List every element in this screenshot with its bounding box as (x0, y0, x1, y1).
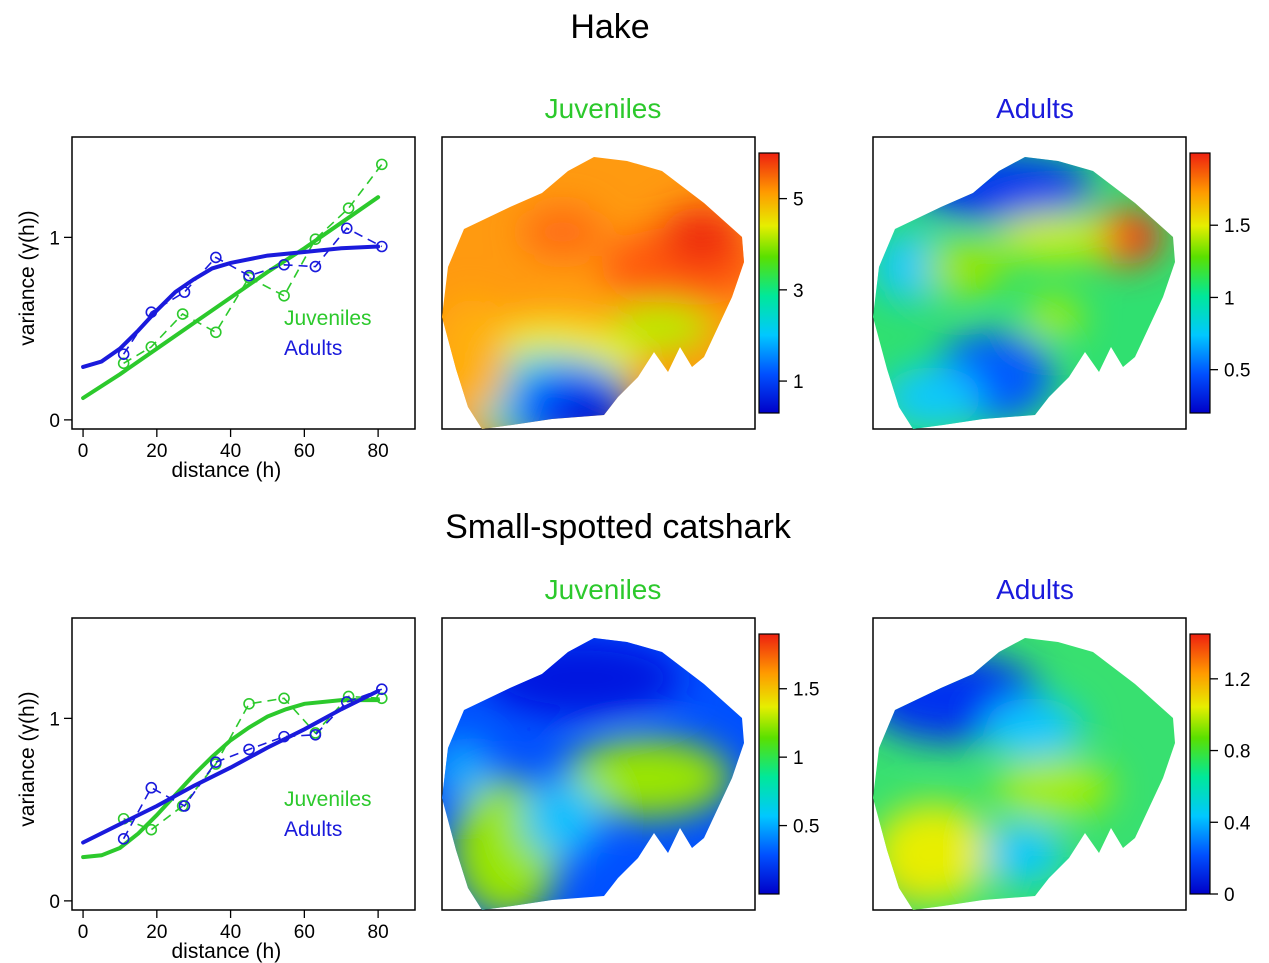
row-title-catshark: Small-spotted catshark (445, 508, 792, 546)
colorbar (1189, 152, 1211, 414)
x-tick-label: 20 (146, 922, 167, 943)
x-tick-label: 60 (294, 922, 315, 943)
empirical-point (376, 683, 388, 695)
colorbar-tick-label: 0.8 (1224, 742, 1250, 763)
y-axis-label: variance (γ(h)) (16, 210, 39, 345)
colorbar-tick-label: 1.5 (1224, 216, 1250, 237)
colorbar-tick-label: 1.5 (793, 680, 819, 701)
y-axis-label: variance (γ(h)) (16, 691, 39, 826)
empirical-point (210, 326, 222, 339)
empirical-point (145, 341, 158, 353)
empirical-point (278, 258, 290, 271)
empirical-line-adults (122, 227, 383, 355)
colorbar-tick-label: 1.2 (1224, 670, 1250, 691)
empirical-point (117, 833, 130, 845)
legend-adults: Adults (284, 818, 342, 841)
model-line-adults (81, 244, 381, 369)
empirical-point (145, 823, 158, 836)
empirical-point (178, 800, 191, 812)
map-hake-juveniles: Juveniles (441, 93, 804, 430)
empirical-point (145, 306, 158, 319)
x-tick-label: 80 (368, 441, 389, 462)
empirical-point (278, 289, 290, 302)
colorbar-tick-label: 0.5 (1224, 361, 1250, 382)
model-line-adults (81, 689, 381, 845)
empirical-point (340, 696, 353, 708)
empirical-point (210, 251, 222, 264)
colorbar-tick-label: 3 (793, 281, 804, 302)
map-title-hake-juveniles: Juveniles (545, 93, 662, 124)
variogram-catshark: 0 20 40 60 80 0 1 distance (h) variance (γ(h)) Ju… (16, 617, 416, 963)
model-line-juveniles (81, 195, 381, 400)
variogram-hake: 0 20 40 60 80 0 1 distance (h) variance (γ(h)) Ju… (16, 136, 416, 482)
colorbar-ticks: 1.5 1 0.5 (1210, 216, 1250, 382)
map-catshark-adults: Adults 1.2 0.8 0.4 0 (872, 574, 1251, 911)
empirical-line-juveniles (123, 163, 383, 364)
empirical-point (117, 348, 130, 360)
colorbar-tick-label: 0.5 (793, 817, 819, 838)
map-title-catshark-adults: Adults (996, 574, 1074, 605)
x-axis-label: distance (h) (171, 940, 281, 963)
colorbar-tick-label: 1 (793, 372, 804, 393)
map-hake-adults: Adults 1.5 1 (872, 93, 1250, 430)
empirical-point (309, 728, 322, 741)
empirical-point (210, 756, 222, 768)
x-tick-label: 40 (220, 441, 241, 462)
row-title-hake: Hake (570, 8, 649, 46)
row-catshark: Small-spotted catshark 0 20 40 60 80 0 1 distan… (16, 508, 1251, 963)
empirical-point (145, 781, 158, 794)
map-surface (442, 638, 744, 910)
colorbar (758, 152, 780, 414)
empirical-point (278, 692, 290, 705)
empirical-point (342, 202, 355, 214)
x-tick-label: 0 (78, 441, 89, 462)
empirical-point (243, 743, 255, 756)
empirical-point (117, 357, 130, 370)
map-title-hake-adults: Adults (996, 93, 1074, 124)
legend-juveniles: Juveniles (284, 307, 372, 330)
y-tick-label: 0 (49, 411, 60, 432)
empirical-point (309, 233, 322, 245)
colorbar-tick-label: 0.4 (1224, 813, 1251, 834)
row-hake: Hake 0 20 40 60 80 0 1 distance (h) variance (γ(… (16, 8, 1250, 482)
colorbar-ticks: 1.2 0.8 0.4 0 (1210, 670, 1251, 906)
plot-frame (71, 136, 416, 430)
y-tick-label: 1 (49, 228, 60, 249)
colorbar (758, 633, 780, 895)
map-title-catshark-juveniles: Juveniles (545, 574, 662, 605)
empirical-point (178, 286, 191, 298)
empirical-point (309, 260, 322, 273)
colorbar-ticks: 5 3 1 (779, 190, 804, 393)
empirical-point (243, 697, 255, 710)
empirical-point (176, 308, 189, 320)
empirical-line-adults (122, 688, 383, 840)
colorbar-tick-label: 5 (793, 190, 804, 211)
x-tick-label: 40 (220, 922, 241, 943)
empirical-line-juveniles (123, 695, 382, 831)
colorbar-tick-label: 1 (1224, 288, 1235, 309)
colorbar-tick-label: 0 (1224, 885, 1235, 906)
legend-juveniles: Juveniles (284, 788, 372, 811)
empirical-point (243, 269, 255, 282)
empirical-point (376, 158, 388, 171)
empirical-point (376, 692, 388, 705)
x-tick-label: 20 (146, 441, 167, 462)
colorbar (1189, 633, 1211, 895)
empirical-point (278, 730, 290, 743)
x-tick-label: 60 (294, 441, 315, 462)
x-tick-label: 80 (368, 922, 389, 943)
colorbar-ticks: 1.5 1 0.5 (779, 680, 819, 838)
legend-adults: Adults (284, 337, 342, 360)
y-tick-label: 0 (49, 892, 60, 913)
x-axis-label: distance (h) (171, 459, 281, 482)
plot-frame (71, 617, 416, 911)
empirical-point (376, 240, 388, 253)
colorbar-tick-label: 1 (793, 748, 804, 769)
x-tick-label: 0 (78, 922, 89, 943)
y-tick-label: 1 (49, 709, 60, 730)
empirical-point (340, 222, 353, 235)
map-catshark-juveniles: Juveniles 1.5 1 0.5 (441, 574, 819, 911)
